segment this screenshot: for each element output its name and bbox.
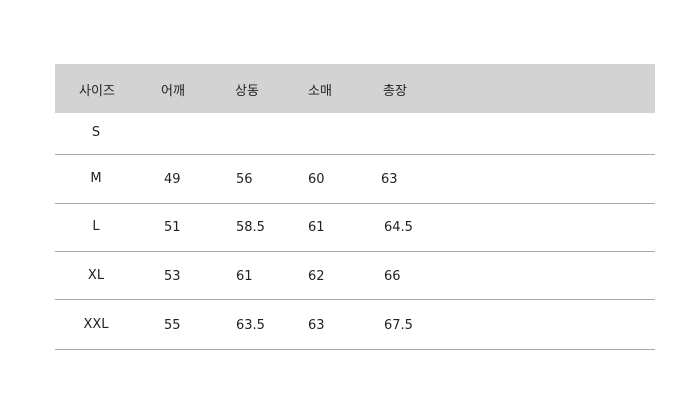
size-label: M	[90, 171, 102, 186]
row-divider	[55, 203, 655, 204]
table-cell: 53	[164, 269, 181, 284]
size-label: XL	[87, 268, 105, 283]
table-cell: 49	[164, 172, 181, 187]
column-header: 어깨	[161, 84, 185, 99]
size-label: S	[91, 125, 101, 140]
size-label: XXL	[83, 317, 109, 332]
table-cell: 62	[308, 269, 325, 284]
table-cell: 63	[308, 318, 325, 333]
table-cell: 64.5	[384, 220, 413, 235]
size-label: L	[92, 219, 100, 234]
column-header: 사이즈	[79, 84, 115, 99]
row-divider	[55, 299, 655, 300]
table-cell: 61	[308, 220, 325, 235]
row-divider	[55, 251, 655, 252]
column-header: 총장	[383, 84, 407, 99]
table-cell: 66	[384, 269, 401, 284]
table-cell: 58.5	[236, 220, 265, 235]
column-header: 상동	[235, 84, 259, 99]
table-header	[55, 64, 655, 113]
table-cell: 61	[236, 269, 253, 284]
table-cell: 67.5	[384, 318, 413, 333]
table-cell: 63	[381, 172, 398, 187]
column-header: 소매	[308, 84, 332, 99]
row-divider	[55, 349, 655, 350]
row-divider	[55, 154, 655, 155]
table-cell: 51	[164, 220, 181, 235]
table-cell: 55	[164, 318, 181, 333]
table-cell: 60	[308, 172, 325, 187]
table-cell: 63.5	[236, 318, 265, 333]
table-cell: 56	[236, 172, 253, 187]
